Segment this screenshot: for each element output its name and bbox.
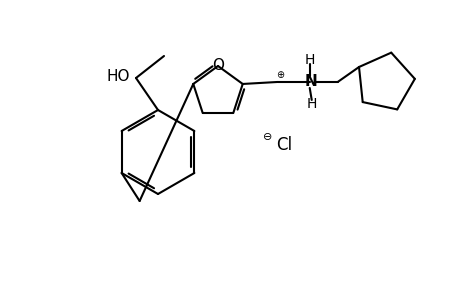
Text: N: N xyxy=(304,74,316,89)
Text: H: H xyxy=(306,97,316,111)
Text: HO: HO xyxy=(106,68,130,83)
Text: H: H xyxy=(304,53,314,67)
Text: Cl: Cl xyxy=(275,136,291,154)
Text: O: O xyxy=(212,58,224,73)
Text: ⊕: ⊕ xyxy=(275,70,283,80)
Text: ⊖: ⊖ xyxy=(263,132,272,142)
